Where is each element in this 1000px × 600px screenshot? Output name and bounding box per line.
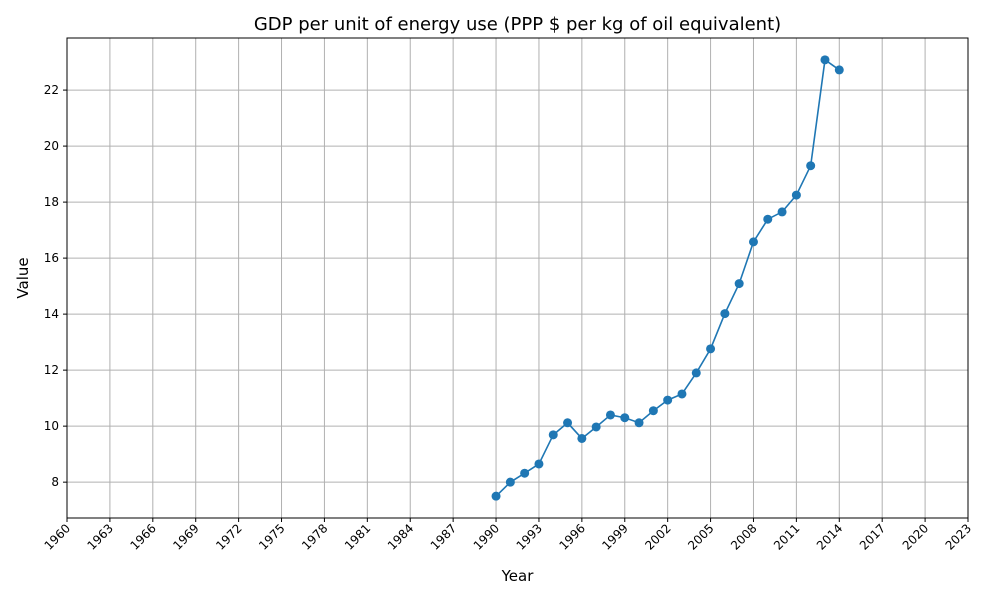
data-point (677, 389, 687, 399)
data-point (748, 237, 758, 247)
x-tick-label: 1972 (213, 521, 244, 552)
x-tick-label: 1966 (127, 521, 158, 552)
x-tick-label: 1993 (514, 521, 545, 552)
plot-area-frame (66, 37, 969, 519)
data-point (763, 214, 773, 224)
data-point (691, 368, 701, 378)
y-tick-label: 10 (44, 419, 59, 433)
x-tick-label: 1975 (256, 521, 287, 552)
chart-title: GDP per unit of energy use (PPP $ per kg… (254, 14, 781, 35)
y-tick-label: 18 (44, 195, 59, 209)
data-point (634, 418, 644, 428)
data-point (834, 65, 844, 75)
series-layer (491, 55, 844, 501)
data-point (591, 422, 601, 432)
data-point (577, 433, 587, 443)
x-tick-label: 2005 (685, 521, 716, 552)
x-tick-label: 2017 (857, 521, 888, 552)
data-point (534, 459, 544, 469)
x-tick-label: 1990 (471, 521, 502, 552)
y-tick-label: 12 (44, 363, 59, 377)
y-tick-label: 20 (44, 139, 59, 153)
y-axis-label: Value (14, 257, 32, 298)
x-tick-label: 1984 (385, 521, 416, 552)
y-tick-label: 16 (44, 251, 59, 265)
x-tick-label: 2023 (943, 521, 974, 552)
data-point (548, 430, 558, 440)
x-tick-label: 1978 (299, 521, 330, 552)
x-tick-label: 1999 (599, 521, 630, 552)
x-tick-label: 1996 (556, 521, 587, 552)
x-tick-label: 1987 (428, 521, 459, 552)
data-point (777, 207, 787, 217)
data-point (720, 309, 730, 319)
data-point (563, 418, 573, 428)
data-point (791, 190, 801, 200)
data-point (820, 55, 830, 65)
x-tick-label: 1963 (85, 521, 116, 552)
data-point (806, 161, 816, 171)
data-point (734, 279, 744, 289)
x-tick-label: 2008 (728, 521, 759, 552)
data-point (706, 344, 716, 354)
data-point (620, 413, 630, 423)
x-tick-label: 2002 (642, 521, 673, 552)
data-point (520, 468, 530, 478)
grid-lines (66, 38, 969, 518)
data-point (663, 395, 673, 405)
y-tick-label: 8 (51, 475, 59, 489)
data-point (648, 406, 658, 416)
y-tick-label: 14 (44, 307, 59, 321)
x-tick-label: 2011 (771, 521, 802, 552)
x-tick-label: 2014 (814, 521, 845, 552)
y-tick-label: 22 (44, 83, 59, 97)
x-tick-label: 2020 (900, 521, 931, 552)
data-point (505, 477, 515, 487)
x-axis-label: Year (501, 567, 535, 585)
x-tick-label: 1981 (342, 521, 373, 552)
data-point (605, 410, 615, 420)
x-tick-label: 1969 (170, 521, 201, 552)
data-point (491, 491, 501, 501)
x-tick-label: 1960 (42, 521, 73, 552)
